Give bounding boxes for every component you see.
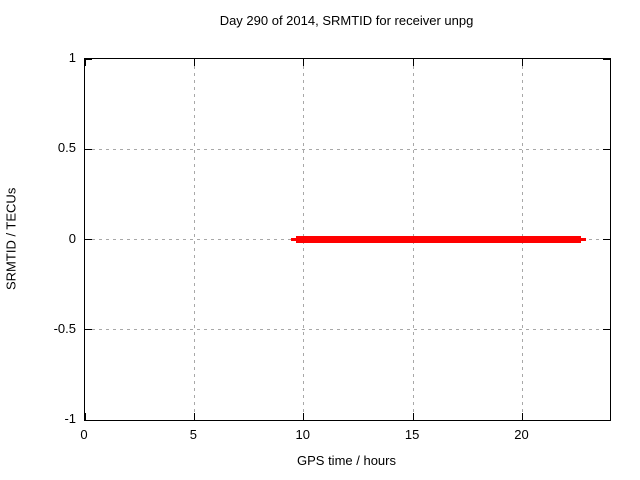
y-tick-label--0.5: -0.5 (53, 320, 76, 336)
y-tick-left-1 (85, 58, 92, 60)
x-tick-top-15 (412, 59, 414, 66)
y-tick-right-0 (603, 239, 610, 240)
y-tick-right-0.5 (603, 148, 610, 150)
y-tick-label-1: 1 (68, 50, 76, 65)
y-tick-label-0: 0 (68, 230, 76, 246)
x-tick-bottom-5 (193, 413, 195, 420)
y-tick-left--0.5 (85, 329, 92, 331)
x-tick-top-5 (193, 59, 195, 66)
x-tick-label-10: 10 (295, 427, 310, 442)
gridline-y-0.5 (85, 148, 610, 150)
y-tick-right--1 (603, 419, 610, 421)
y-tick-left-0.5 (85, 148, 92, 150)
y-tick-right--0.5 (603, 329, 610, 331)
chart-title: Day 290 of 2014, SRMTID for receiver unp… (219, 13, 474, 28)
y-tick-left-0 (85, 239, 92, 240)
x-tick-label-0: 0 (80, 427, 88, 442)
y-axis-label: SRMTID / TECUs (3, 187, 19, 290)
y-tick-left--1 (85, 419, 92, 421)
x-tick-top-0 (84, 59, 86, 66)
series-srmtid-line (295, 236, 581, 243)
x-tick-bottom-20 (522, 413, 523, 420)
y-tick-label-0.5: 0.5 (57, 140, 76, 156)
x-tick-bottom-15 (412, 413, 414, 420)
plot-area (84, 58, 611, 421)
x-axis-label: GPS time / hours (297, 453, 396, 468)
x-tick-bottom-10 (303, 413, 305, 420)
y-tick-right-1 (603, 58, 610, 60)
x-tick-top-10 (303, 59, 305, 66)
x-tick-top-20 (522, 59, 523, 66)
x-tick-label-20: 20 (514, 427, 529, 442)
x-tick-label-15: 15 (404, 427, 420, 442)
gridline-y--0.5 (85, 329, 610, 331)
x-tick-bottom-0 (84, 413, 86, 420)
x-tick-label-5: 5 (189, 427, 197, 442)
y-tick-label--1: -1 (64, 411, 76, 426)
